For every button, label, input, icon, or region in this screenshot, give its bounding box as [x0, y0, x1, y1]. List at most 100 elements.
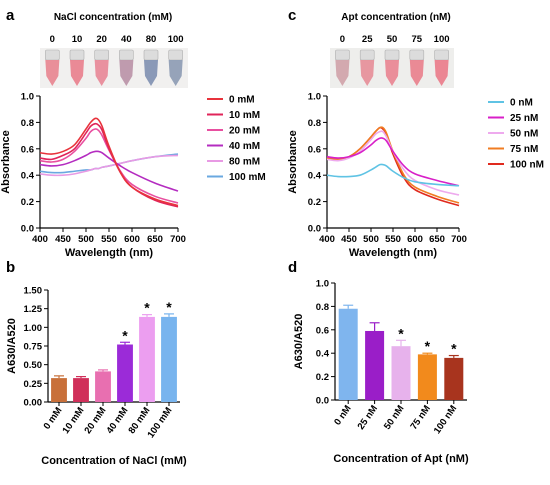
panel-letter-a: a	[6, 7, 15, 24]
y-axis-title-d: A630/A520	[293, 314, 305, 370]
x-tick-label-d-4: 100 nM	[432, 403, 460, 436]
y-tick-label-b-2: 0.50	[24, 360, 43, 371]
bar-d-4	[444, 357, 464, 400]
x-tick-label-a-4: 600	[124, 234, 140, 245]
x-tick-label-a-6: 700	[170, 234, 186, 245]
tube-label-a-3: 40	[121, 34, 132, 45]
legend-label-a-3: 40 mM	[229, 141, 260, 152]
y-tick-label-b-3: 0.75	[24, 342, 43, 353]
tube-liquid-a-5	[168, 60, 183, 86]
y-tick-label-d-3: 0.6	[316, 325, 329, 336]
tube-liquid-a-2	[94, 60, 109, 86]
x-axis-title-c: Wavelength (nm)	[349, 247, 438, 259]
x-tick-label-c-3: 550	[385, 234, 401, 245]
bar-b-5	[161, 316, 177, 402]
tube-liquid-c-3	[409, 60, 424, 86]
tube-label-a-5: 100	[168, 34, 184, 45]
y-tick-label-a-4: 0.8	[21, 118, 34, 129]
legend-label-c-1: 25 nM	[510, 113, 538, 124]
y-tick-label-a-3: 0.6	[21, 144, 34, 155]
tube-cap-a-4	[143, 49, 159, 61]
series-line-a-3	[39, 150, 179, 192]
tube-cap-a-5	[168, 49, 183, 61]
x-tick-label-a-2: 500	[78, 234, 94, 245]
series-line-c-1	[326, 137, 460, 187]
tube-liquid-c-1	[360, 60, 375, 86]
series-line-a-0	[39, 117, 179, 207]
legend-label-c-4: 100 nM	[510, 160, 544, 171]
tube-liquid-a-0	[45, 60, 60, 86]
legend-label-c-3: 75 nM	[510, 144, 538, 155]
y-tick-label-a-5: 1.0	[21, 92, 34, 103]
x-tick-label-c-0: 400	[319, 234, 335, 245]
tube-label-a-1: 10	[72, 34, 83, 45]
tube-label-c-0: 0	[340, 34, 345, 45]
y-tick-label-a-0: 0.0	[21, 224, 34, 235]
y-tick-label-d-4: 0.8	[316, 302, 329, 313]
y-tick-label-b-6: 1.50	[24, 286, 43, 297]
tube-liquid-a-3	[119, 60, 134, 86]
tube-cap-c-1	[359, 49, 375, 61]
y-tick-label-d-5: 1.0	[316, 279, 329, 290]
y-tick-label-c-3: 0.6	[308, 144, 321, 155]
bar-d-1	[365, 330, 385, 400]
series-line-a-2	[39, 128, 179, 204]
series-line-c-0	[326, 163, 460, 187]
tube-cap-a-1	[69, 49, 85, 61]
y-tick-label-b-5: 1.25	[24, 304, 43, 315]
panel-letter-c: c	[288, 7, 296, 24]
bar-b-3	[117, 344, 133, 402]
tube-cap-c-3	[409, 49, 425, 61]
x-tick-label-a-5: 650	[147, 234, 163, 245]
x-tick-label-d-2: 50 nM	[382, 403, 407, 431]
y-tick-label-c-0: 0.0	[308, 224, 321, 235]
series-line-c-3	[326, 126, 460, 204]
y-tick-label-b-0: 0.00	[24, 398, 43, 409]
bar-b-0	[51, 378, 67, 402]
significance-d-2: *	[398, 325, 404, 341]
x-tick-label-c-1: 450	[341, 234, 357, 245]
bar-b-2	[95, 371, 111, 402]
tube-cap-a-3	[119, 49, 134, 61]
tube-cap-c-4	[434, 49, 449, 61]
y-tick-label-c-2: 0.4	[308, 171, 322, 182]
x-tick-label-b-3: 40 mM	[104, 405, 130, 436]
tube-label-c-2: 50	[387, 34, 398, 45]
y-tick-label-d-0: 0.0	[316, 396, 329, 407]
tube-photo-a	[40, 48, 188, 88]
tube-label-c-1: 25	[362, 34, 373, 45]
tube-label-c-3: 75	[412, 34, 423, 45]
panel-letter-b: b	[6, 259, 15, 276]
tube-label-a-4: 80	[146, 34, 157, 45]
y-tick-label-a-1: 0.2	[21, 197, 34, 208]
x-axis-title-b: Concentration of NaCl (mM)	[41, 455, 187, 467]
x-tick-label-a-0: 400	[32, 234, 48, 245]
tube-liquid-c-4	[434, 60, 449, 86]
legend-label-a-5: 100 mM	[229, 172, 266, 183]
legend-label-a-2: 20 mM	[229, 126, 260, 137]
bar-b-1	[73, 378, 89, 402]
tube-liquid-c-0	[335, 60, 350, 86]
tube-liquid-a-1	[70, 60, 84, 86]
x-tick-label-c-2: 500	[363, 234, 379, 245]
photo-c-header: Apt concentration (nM)	[341, 12, 450, 23]
x-tick-label-b-1: 10 mM	[60, 405, 86, 436]
series-line-c-2	[326, 130, 460, 196]
y-axis-title-a: Absorbance	[0, 130, 12, 194]
series-line-c-4	[326, 126, 460, 207]
y-tick-label-a-2: 0.4	[21, 171, 35, 182]
significance-b-3: *	[122, 327, 128, 343]
tube-liquid-a-4	[144, 60, 158, 86]
x-tick-label-b-2: 20 mM	[82, 405, 108, 436]
tube-cap-c-0	[335, 49, 350, 61]
panel-letter-d: d	[288, 259, 297, 276]
x-tick-label-a-3: 550	[101, 234, 117, 245]
x-tick-label-c-6: 700	[451, 234, 467, 245]
bar-d-3	[417, 354, 437, 400]
y-axis-title-c: Absorbance	[287, 130, 299, 194]
tube-label-a-0: 0	[50, 34, 55, 45]
y-tick-label-b-4: 1.00	[24, 323, 43, 334]
bar-b-4	[139, 316, 155, 402]
x-tick-label-c-5: 650	[429, 234, 445, 245]
